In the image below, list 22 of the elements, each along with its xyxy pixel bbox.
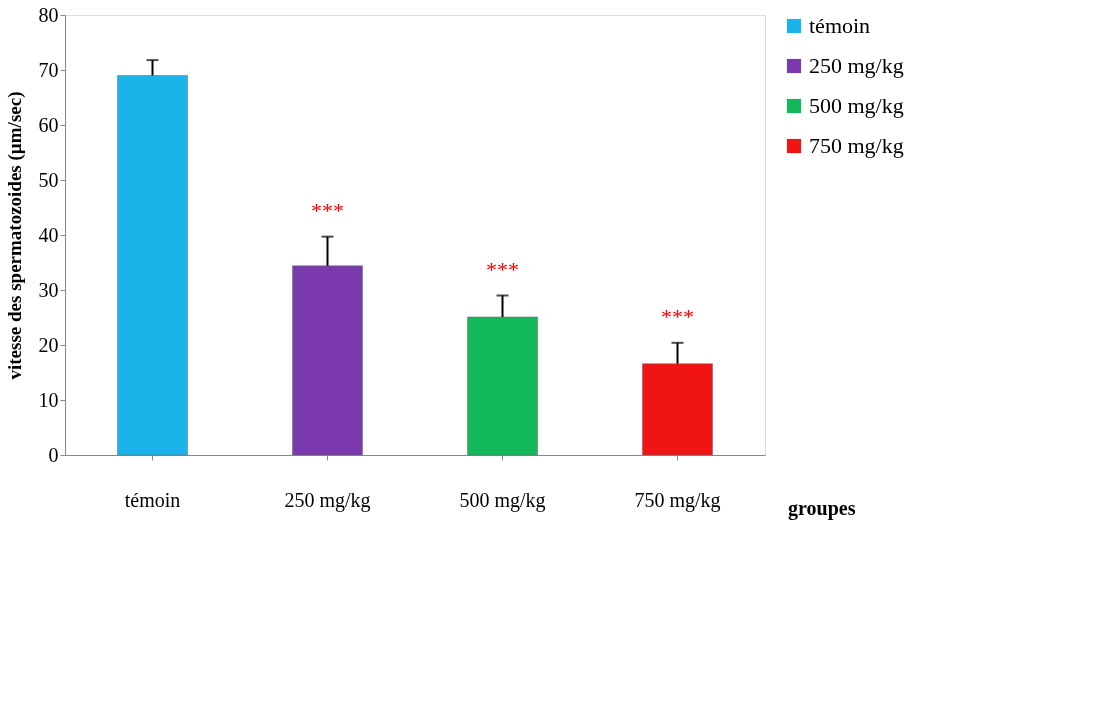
y-tick-label: 10	[38, 388, 59, 411]
y-tick-label: 0	[48, 443, 59, 466]
y-tick-label: 60	[38, 113, 59, 136]
annotation: ***	[486, 256, 519, 282]
x-tick-label: 500 mg/kg	[459, 488, 546, 512]
y-tick-label: 30	[38, 278, 59, 301]
y-tick-label: 50	[38, 168, 59, 191]
y-tick-label: 80	[38, 3, 59, 26]
annotation: ***	[661, 303, 694, 329]
legend-label: 750 mg/kg	[809, 133, 904, 158]
y-tick-label: 40	[38, 223, 59, 246]
y-axis-title: vitesse des spermatozoides (µm/sec)	[3, 91, 26, 380]
x-axis-title: groupes	[788, 496, 856, 520]
x-tick-label: 750 mg/kg	[634, 488, 721, 512]
y-tick-label: 70	[38, 58, 59, 81]
x-tick-label: témoin	[124, 488, 181, 511]
legend-label: 250 mg/kg	[809, 53, 904, 78]
y-tick-label: 20	[38, 333, 59, 356]
legend-label: témoin	[809, 13, 871, 38]
annotation: ***	[311, 197, 344, 223]
legend-label: 500 mg/kg	[809, 93, 904, 118]
x-tick-label: 250 mg/kg	[284, 488, 371, 512]
